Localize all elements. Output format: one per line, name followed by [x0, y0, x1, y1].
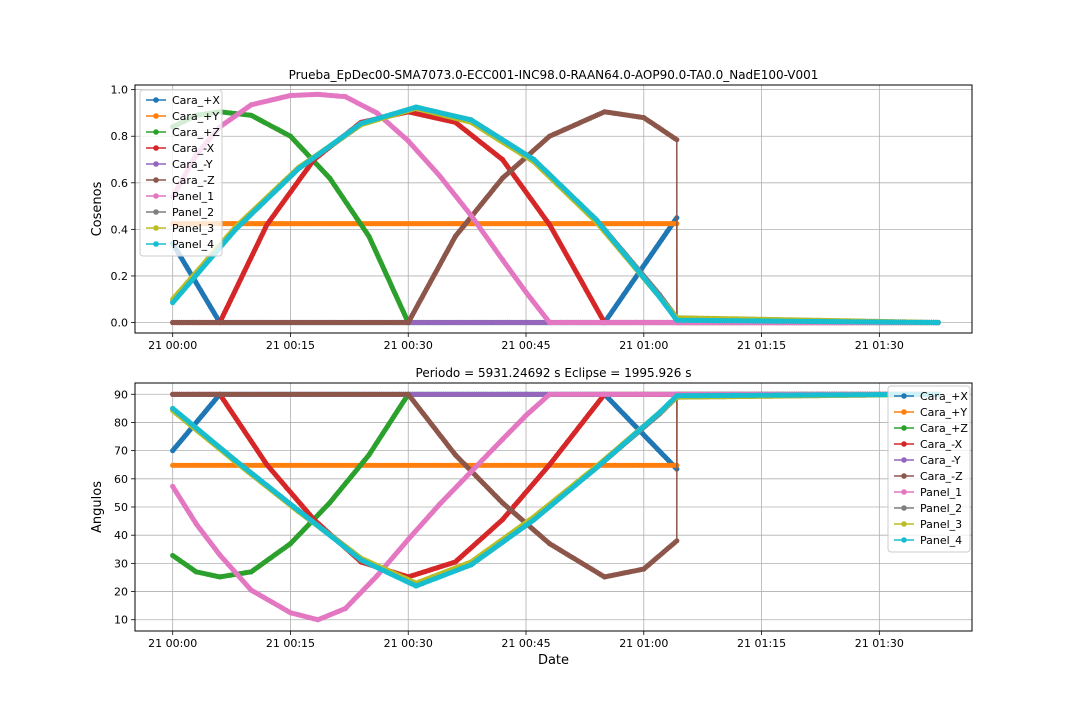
data-point [936, 320, 941, 325]
legend-label: Panel_3 [172, 222, 214, 235]
legend-swatch-marker [153, 145, 159, 151]
chart-title: Prueba_EpDec00-SMA7073.0-ECC001-INC98.0-… [289, 68, 819, 82]
y-tick-label: 0.6 [111, 177, 129, 190]
legend-swatch-marker [153, 193, 159, 199]
y-tick-label: 0.2 [111, 270, 129, 283]
legend-swatch-marker [153, 161, 159, 167]
x-tick-label: 21 01:15 [737, 339, 786, 352]
x-tick-label: 21 00:15 [266, 339, 315, 352]
legend-label: Panel_1 [172, 190, 214, 203]
legend-label: Panel_2 [172, 206, 214, 219]
y-tick-label: 0.4 [111, 223, 129, 236]
legend-label: Cara_-Y [172, 158, 213, 171]
legend-swatch-marker [153, 129, 159, 135]
legend-label: Cara_+X [172, 94, 220, 107]
x-tick-label: 21 00:45 [501, 339, 550, 352]
y-tick-label: 0.0 [111, 317, 129, 330]
data-point [674, 137, 679, 142]
legend-label: Cara_+Z [172, 126, 220, 139]
x-tick-label: 21 00:30 [384, 339, 433, 352]
legend-swatch-marker [153, 209, 159, 215]
legend-swatch-marker [153, 113, 159, 119]
legend-label: Cara_+Y [172, 110, 219, 123]
x-tick-label: 21 00:00 [148, 339, 197, 352]
legend-label: Cara_-Z [172, 174, 215, 187]
y-axis-label: Cosenos [90, 181, 105, 236]
x-tick-label: 21 01:00 [619, 339, 668, 352]
legend: Cara_+X Cara_+Y Cara_+Z Cara_-X Cara_-Y Cara_… [140, 90, 222, 256]
legend-swatch-marker [153, 241, 159, 247]
legend-swatch-marker [153, 97, 159, 103]
y-tick-label: 0.8 [111, 130, 129, 143]
legend-label: Panel_4 [172, 238, 214, 251]
legend-swatch-marker [153, 177, 159, 183]
x-tick-label: 21 01:30 [855, 339, 904, 352]
legend-label: Cara_-X [172, 142, 215, 155]
y-tick-label: 1.0 [111, 84, 129, 97]
legend-swatch-marker [153, 225, 159, 231]
